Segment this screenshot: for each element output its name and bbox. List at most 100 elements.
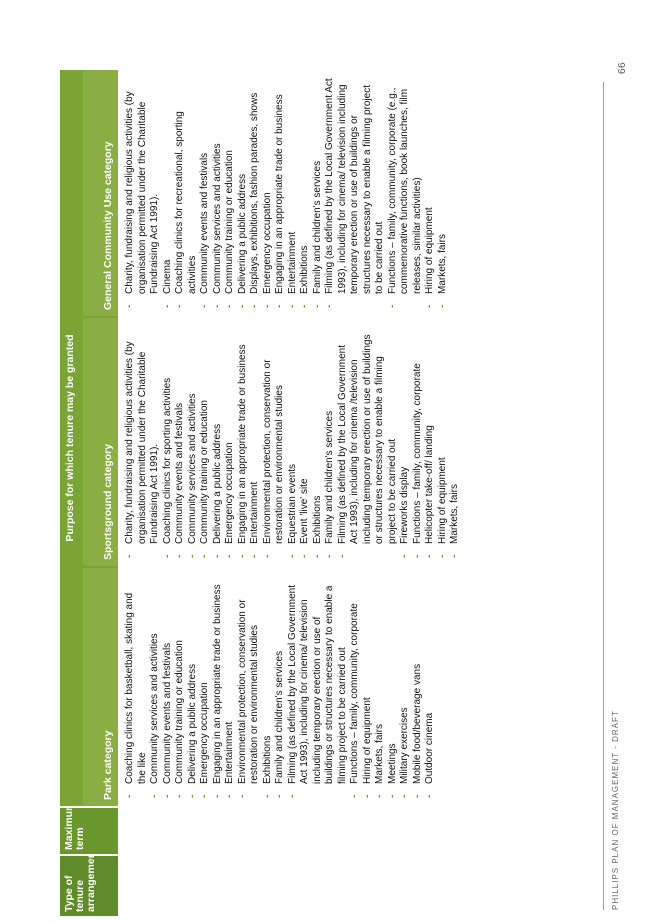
list-item: - Equestrian events	[287, 330, 300, 558]
list-item: - Community services and activities	[212, 76, 225, 308]
bullet-marker: -	[311, 554, 323, 558]
bullet-marker: -	[124, 554, 135, 558]
list-item-text: Outdoor cinema	[424, 712, 435, 784]
list-item: - Delivering a public address	[212, 330, 225, 558]
list-item-text: Markets, fairs	[436, 233, 448, 294]
list-item: - Community events and festivals	[174, 330, 187, 558]
list-item-text: Markets, fairs	[449, 483, 460, 544]
bullet-marker: -	[424, 304, 435, 308]
header-type-cell: Type of tenure arrangement	[60, 848, 118, 916]
list-item: - Exhibitions	[299, 76, 312, 308]
list-item-text: Hiring of equipment	[424, 207, 435, 294]
list-item-text: Exhibitions	[311, 495, 323, 544]
bullet-marker: -	[149, 794, 160, 798]
bullet-marker: -	[449, 554, 460, 558]
list-item: - Family and children's services	[274, 580, 287, 798]
bullet-marker: -	[361, 794, 373, 798]
bullet-marker: -	[124, 794, 135, 798]
list-item-text: Delivering a public address	[186, 663, 198, 784]
list-item-text: Community training or education	[224, 150, 235, 294]
list-item: - Emergency occupation	[224, 330, 237, 558]
list-item-text: Emergency occupation	[224, 442, 235, 544]
bullet-marker: -	[399, 554, 410, 558]
list-item-text: Entertainment	[286, 231, 298, 294]
list-item: - Community events and festivals	[162, 580, 175, 798]
list-item-text: Community services and activities	[186, 393, 198, 544]
bullet-marker: -	[211, 304, 223, 308]
list-item: - Markets, fairs	[437, 76, 450, 308]
bullet-marker: -	[274, 304, 285, 308]
list-item: - Entertainment	[287, 76, 300, 308]
header-type-label: Type of tenure arrangement	[63, 848, 97, 912]
sportsground-category-column: - Charity, fundraising and religious acti…	[124, 330, 462, 558]
list-item: - Outdoor cinema	[424, 580, 437, 798]
list-item: - Engaging in an appropriate trade or bus…	[237, 330, 250, 558]
list-item: - Entertainment	[249, 330, 262, 558]
list-item: - Emergency occupation	[262, 76, 275, 308]
list-item: - Emergency occupation	[199, 580, 212, 798]
bullet-marker: -	[236, 794, 248, 798]
bullet-marker: -	[199, 794, 210, 798]
header-park-cell: Park category	[83, 568, 118, 806]
page-number: 66	[617, 61, 628, 74]
list-item-text: Exhibitions	[261, 735, 273, 784]
list-item: - Delivering a public address	[237, 76, 250, 308]
list-item-text: Environmental protection, conservation o…	[261, 359, 286, 544]
list-item: - Filming (as defined by the Local Govern…	[337, 330, 400, 558]
list-item-text: Community training or education	[199, 400, 210, 544]
list-item: - Hiring of equipment	[437, 330, 450, 558]
list-item-text: Emergency occupation	[199, 682, 210, 784]
bullet-marker: -	[211, 554, 223, 558]
list-item-text: Helicopter take-off/ landing	[424, 425, 435, 544]
bullet-marker: -	[174, 794, 185, 798]
header-term-label: Maximum term	[63, 801, 86, 850]
bullet-marker: -	[224, 304, 235, 308]
list-item: - Community training or education	[199, 330, 212, 558]
bullet-marker: -	[336, 554, 348, 558]
bullet-marker: -	[161, 794, 173, 798]
bullet-marker: -	[174, 304, 185, 308]
list-item-text: Community training or education	[174, 640, 185, 784]
list-item: - Functions – family, community, corporat…	[412, 330, 425, 558]
bullet-marker: -	[286, 794, 298, 798]
bullet-marker: -	[411, 554, 423, 558]
header-sport-label: Sportsground category	[102, 443, 114, 560]
park-category-column: - Coaching clinics for basketball, skatin…	[124, 580, 437, 798]
list-item-text: Filming (as defined by the Local Governm…	[324, 78, 385, 294]
bullet-marker: -	[261, 304, 273, 308]
list-item: - Coaching clinics for recreational, spor…	[174, 76, 199, 308]
bullet-marker: -	[249, 554, 260, 558]
list-item-text: Entertainment	[224, 721, 235, 784]
list-item-text: Charity, fundraising and religious activ…	[124, 341, 160, 544]
bullet-marker: -	[186, 554, 198, 558]
list-item-text: Delivering a public address	[211, 423, 223, 544]
bullet-marker: -	[374, 794, 385, 798]
bullet-marker: -	[436, 554, 448, 558]
list-item: - Community services and activities	[149, 580, 162, 798]
list-item: - Filming (as defined by the Local Govern…	[287, 580, 350, 798]
list-item-text: Fireworks display	[399, 466, 410, 544]
list-item-text: Entertainment	[249, 481, 260, 544]
list-item-text: Engaging in an appropriate trade or busi…	[274, 94, 285, 294]
list-item: - Family and children's services	[312, 76, 325, 308]
bullet-marker: -	[411, 794, 423, 798]
bullet-marker: -	[274, 794, 285, 798]
list-item-text: Coaching clinics for recreational, sport…	[174, 111, 198, 294]
header-general-label: General Community Use category	[102, 141, 114, 310]
list-item: - Environmental protection, conservation …	[262, 330, 287, 558]
list-item-text: Filming (as defined by the Local Governm…	[336, 334, 398, 544]
bullet-marker: -	[286, 304, 298, 308]
list-item-text: Hiring of equipment	[361, 697, 373, 784]
list-item: - Cinema	[162, 76, 175, 308]
list-item: - Engaging in an appropriate trade or bus…	[274, 76, 287, 308]
list-item: - Meetings	[387, 580, 400, 798]
list-item: - Coaching clinics for sporting activitie…	[162, 330, 175, 558]
list-item-text: Engaging in an appropriate trade or busi…	[211, 584, 223, 784]
list-item-text: Coaching clinics for sporting activities	[161, 377, 173, 544]
list-item: - Hiring of equipment	[424, 76, 437, 308]
list-item-text: Meetings	[386, 743, 398, 784]
list-item: - Mobile food/beverage vans	[412, 580, 425, 798]
list-item-text: Displays, exhibitions, fashion parades, …	[249, 92, 260, 294]
bullet-marker: -	[249, 304, 260, 308]
